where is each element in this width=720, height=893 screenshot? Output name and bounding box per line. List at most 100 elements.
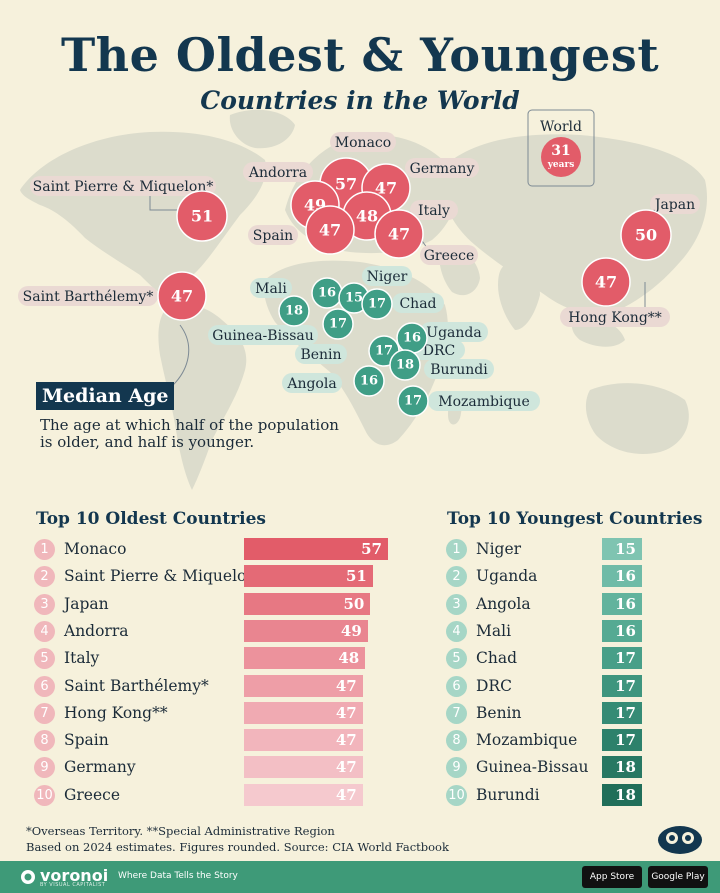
youngest-value: 17 — [615, 702, 636, 724]
youngest-country: Uganda — [476, 567, 537, 585]
bubble-value-niger: 15 — [345, 291, 363, 306]
youngest-country: Angola — [476, 595, 531, 613]
bubble-value-uganda: 16 — [403, 331, 421, 346]
label-greece: Greece — [424, 248, 475, 264]
youngest-row: 4 Mali 16 — [446, 620, 646, 644]
label-saint-barthelemy: Saint Barthélemy* — [23, 289, 154, 305]
label-italy: Italy — [418, 203, 450, 219]
oldest-country: Greece — [64, 786, 120, 804]
label-saint-pierre: Saint Pierre & Miquelon* — [33, 179, 214, 195]
oldest-rank: 7 — [34, 703, 55, 724]
google-play-button[interactable]: Google Play — [648, 866, 708, 888]
oldest-bar: 47 — [244, 756, 363, 778]
youngest-value: 18 — [615, 784, 636, 806]
oldest-bar: 47 — [244, 729, 363, 751]
label-monaco: Monaco — [335, 135, 391, 151]
label-mozambique: Mozambique — [438, 394, 529, 410]
label-andorra: Andorra — [248, 165, 307, 181]
oldest-country: Germany — [64, 758, 136, 776]
oldest-row: 8 Spain 47 — [34, 729, 394, 753]
label-benin: Benin — [300, 347, 341, 363]
youngest-row: 3 Angola 16 — [446, 593, 646, 617]
oldest-rank: 9 — [34, 757, 55, 778]
label-angola: Angola — [286, 376, 336, 392]
youngest-rank: 10 — [446, 785, 467, 806]
world-label: World — [540, 119, 582, 135]
oldest-country: Italy — [64, 649, 99, 667]
bubble-value-japan: 50 — [635, 226, 657, 245]
youngest-country: Mozambique — [476, 731, 577, 749]
youngest-heading: Top 10 Youngest Countries — [447, 509, 702, 529]
oldest-rank: 1 — [34, 539, 55, 560]
legend-title: Median Age — [36, 382, 174, 410]
footnote-source: Based on 2024 estimates. Figures rounded… — [26, 840, 449, 854]
youngest-row: 2 Uganda 16 — [446, 565, 646, 589]
bubble-value-angola: 16 — [360, 374, 378, 389]
oldest-bar: 49 — [244, 620, 368, 642]
bubble-value-chad: 17 — [368, 297, 386, 312]
oldest-value: 47 — [336, 675, 357, 697]
bubble-value-spain: 47 — [319, 221, 341, 240]
youngest-rank: 9 — [446, 757, 467, 778]
youngest-country: Guinea-Bissau — [476, 758, 588, 776]
oldest-country: Spain — [64, 731, 109, 749]
oldest-row: 5 Italy 48 — [34, 647, 394, 671]
youngest-rank: 2 — [446, 566, 467, 587]
youngest-row: 8 Mozambique 17 — [446, 729, 646, 753]
youngest-country: Niger — [476, 540, 521, 558]
bubble-value-drc: 17 — [375, 344, 393, 359]
brand-sub: BY VISUAL CAPITALIST — [40, 882, 105, 888]
youngest-rank: 5 — [446, 648, 467, 669]
app-store-button[interactable]: App Store — [582, 866, 642, 888]
youngest-bar: 17 — [602, 675, 642, 697]
oldest-row: 7 Hong Kong** 47 — [34, 702, 394, 726]
youngest-bar: 16 — [602, 565, 642, 587]
youngest-row: 1 Niger 15 — [446, 538, 646, 562]
youngest-row: 7 Benin 17 — [446, 702, 646, 726]
label-burundi: Burundi — [430, 362, 488, 378]
oldest-value: 47 — [336, 729, 357, 751]
bubble-value-mali: 16 — [318, 286, 336, 301]
label-drc: DRC — [423, 343, 455, 359]
label-guinea-bissau: Guinea-Bissau — [212, 328, 314, 344]
youngest-rank: 6 — [446, 676, 467, 697]
label-niger: Niger — [367, 269, 408, 285]
youngest-country: Chad — [476, 649, 517, 667]
oldest-rank: 4 — [34, 621, 55, 642]
label-chad: Chad — [399, 296, 436, 312]
bubble-value-mozambique: 17 — [404, 394, 422, 409]
oldest-heading: Top 10 Oldest Countries — [36, 509, 266, 529]
oldest-row: 6 Saint Barthélemy* 47 — [34, 675, 394, 699]
oldest-row: 3 Japan 50 — [34, 593, 394, 617]
youngest-bar: 17 — [602, 729, 642, 751]
oldest-country: Saint Barthélemy* — [64, 677, 209, 695]
oldest-value: 47 — [336, 702, 357, 724]
oldest-country: Japan — [64, 595, 109, 613]
youngest-value: 17 — [615, 729, 636, 751]
youngest-country: Benin — [476, 704, 522, 722]
oldest-value: 49 — [341, 620, 362, 642]
youngest-value: 17 — [615, 675, 636, 697]
oldest-rank: 5 — [34, 648, 55, 669]
oldest-value: 47 — [336, 784, 357, 806]
oldest-bar: 57 — [244, 538, 388, 560]
label-spain: Spain — [253, 228, 293, 244]
label-hong-kong: Hong Kong** — [568, 310, 662, 326]
north-america-land — [20, 132, 266, 300]
bubble-value-benin: 17 — [329, 317, 347, 332]
oldest-rank: 2 — [34, 566, 55, 587]
world-value: 31 — [551, 143, 570, 159]
greenland-land — [230, 110, 295, 148]
label-uganda: Uganda — [426, 325, 481, 341]
youngest-value: 16 — [615, 593, 636, 615]
voronoi-logo-icon — [20, 869, 36, 885]
oldest-bar: 50 — [244, 593, 370, 615]
youngest-value: 15 — [615, 538, 636, 560]
oldest-rank: 8 — [34, 730, 55, 751]
youngest-rank: 4 — [446, 621, 467, 642]
youngest-bar: 17 — [602, 647, 642, 669]
oldest-country: Andorra — [64, 622, 129, 640]
oldest-rank: 3 — [34, 594, 55, 615]
oldest-bar: 51 — [244, 565, 373, 587]
oldest-bar: 47 — [244, 784, 363, 806]
